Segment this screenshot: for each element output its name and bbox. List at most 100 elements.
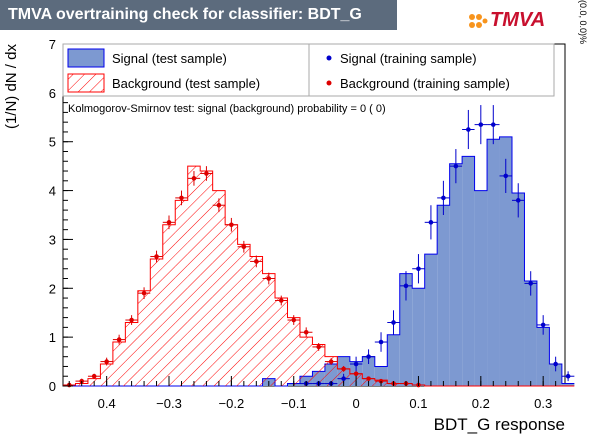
- signal-train-point: [428, 220, 434, 225]
- x-tick-label: 0: [352, 396, 359, 411]
- background-test-bar: [324, 356, 338, 386]
- signal-test-bar: [449, 163, 463, 386]
- signal-test-bar: [474, 190, 488, 386]
- background-train-point: [366, 376, 371, 381]
- legend-marker-signal-train: [326, 55, 332, 61]
- signal-test-bar: [549, 364, 562, 386]
- background-train-point: [216, 202, 222, 208]
- signal-test-bar: [499, 136, 512, 386]
- signal-train-point: [453, 163, 459, 169]
- background-train-point: [241, 244, 247, 250]
- background-test-bar: [275, 298, 288, 386]
- x-tick-label: −0.2: [219, 396, 245, 411]
- background-train-point: [303, 329, 309, 335]
- x-tick-label: −0.1: [281, 396, 307, 411]
- signal-train-point: [466, 127, 471, 132]
- signal-test-bar: [437, 205, 450, 386]
- background-test-bar: [187, 166, 201, 386]
- signal-train-point: [341, 376, 346, 381]
- background-train-point: [229, 222, 234, 228]
- signal-train-point: [353, 361, 359, 367]
- background-test-bar: [262, 273, 276, 386]
- x-tick-label: 0.4: [98, 396, 116, 411]
- signal-train-point: [553, 361, 558, 367]
- y-tick-label: 0: [49, 379, 56, 394]
- background-train-point: [204, 171, 209, 176]
- y-tick-label: 4: [49, 184, 56, 199]
- y-axis-label: (1/N) dN / dx: [3, 44, 20, 130]
- background-test-bar: [125, 322, 138, 386]
- chart-title: TMVA overtraining check for classifier: …: [0, 0, 397, 30]
- signal-train-points: [299, 105, 575, 386]
- background-test-bar: [137, 290, 151, 386]
- background-test-bar: [150, 258, 163, 386]
- y-tick-label: 5: [49, 135, 56, 150]
- y-tick-label: 1: [49, 330, 56, 345]
- y-tick-label: 3: [49, 232, 56, 247]
- signal-train-point: [490, 122, 496, 127]
- x-tick-label: 0.1: [409, 396, 427, 411]
- background-train-point: [129, 317, 134, 323]
- signal-train-point: [528, 281, 534, 286]
- signal-train-point: [391, 320, 396, 325]
- axes: 0.4 −0.3 −0.2 −0.1 0 0.1 0.2 0.3 0 1 2 3 4 5 6 7: [49, 37, 557, 411]
- background-train-point: [328, 359, 334, 364]
- signal-test-bar: [387, 334, 400, 386]
- overflow-text: U/O-flow (S,B): (0.0, 0.0)% / (0.0, 0.0)…: [578, 0, 588, 44]
- background-train-point: [254, 259, 259, 264]
- tmva-logo: TMVA: [468, 8, 564, 34]
- background-test-bar: [299, 337, 313, 386]
- background-test-bar: [100, 364, 113, 386]
- background-test-bar: [250, 256, 263, 386]
- background-train-point: [166, 220, 172, 225]
- background-test-bar: [287, 317, 300, 386]
- background-train-point: [91, 373, 97, 379]
- signal-test-bar: [412, 288, 425, 386]
- signal-test-bar: [399, 273, 413, 386]
- background-train-point: [278, 298, 284, 303]
- x-tick-label: 0.3: [534, 396, 552, 411]
- ks-test-text: Kolmogorov-Smirnov test: signal (backgro…: [68, 103, 386, 115]
- signal-train-point: [565, 373, 571, 379]
- background-test-bar: [162, 224, 176, 386]
- background-test-bar: [212, 190, 226, 386]
- signal-test-bar: [424, 254, 438, 386]
- signal-train-point: [441, 195, 446, 201]
- background-train-point: [141, 290, 147, 296]
- signal-train-point: [503, 173, 509, 179]
- signal-train-point: [540, 322, 546, 328]
- signal-train-point: [416, 266, 421, 272]
- background-train-point: [266, 276, 272, 281]
- background-train-point: [353, 371, 359, 377]
- y-tick-label: 6: [49, 86, 56, 101]
- legend-label-signal-train: Signal (training sample): [340, 51, 477, 66]
- logo-text: TMVA: [490, 9, 546, 31]
- legend-label-background-test: Background (test sample): [112, 76, 260, 91]
- legend-label-background-train: Background (training sample): [340, 76, 510, 91]
- x-tick-label: 0.2: [472, 396, 490, 411]
- x-axis-label: BDT_G response: [434, 415, 565, 434]
- legend-swatch-signal-test: [67, 48, 105, 68]
- background-train-point: [116, 337, 122, 342]
- background-test-bar: [200, 171, 213, 386]
- legend-box-right: [308, 43, 555, 97]
- y-tick-label: 2: [49, 281, 56, 296]
- background-train-point: [291, 317, 297, 323]
- legend-marker-background-train: [326, 80, 332, 86]
- signal-train-point: [515, 198, 521, 203]
- background-test-bar: [175, 200, 188, 386]
- background-train-point: [154, 254, 159, 259]
- signal-test-bar: [536, 327, 550, 386]
- background-test-bar: [225, 224, 238, 386]
- logo-dots-icon: [469, 14, 488, 28]
- background-train-point: [316, 344, 321, 350]
- signal-train-point: [403, 283, 409, 289]
- signal-test-bar: [462, 156, 475, 386]
- legend-label-signal-test: Signal (test sample): [112, 51, 227, 66]
- background-train-point: [104, 359, 109, 364]
- background-test-bar: [237, 244, 251, 386]
- background-train-point: [341, 366, 346, 372]
- signal-train-point: [366, 354, 371, 359]
- signal-train-point: [378, 339, 384, 345]
- background-train-point: [179, 195, 184, 201]
